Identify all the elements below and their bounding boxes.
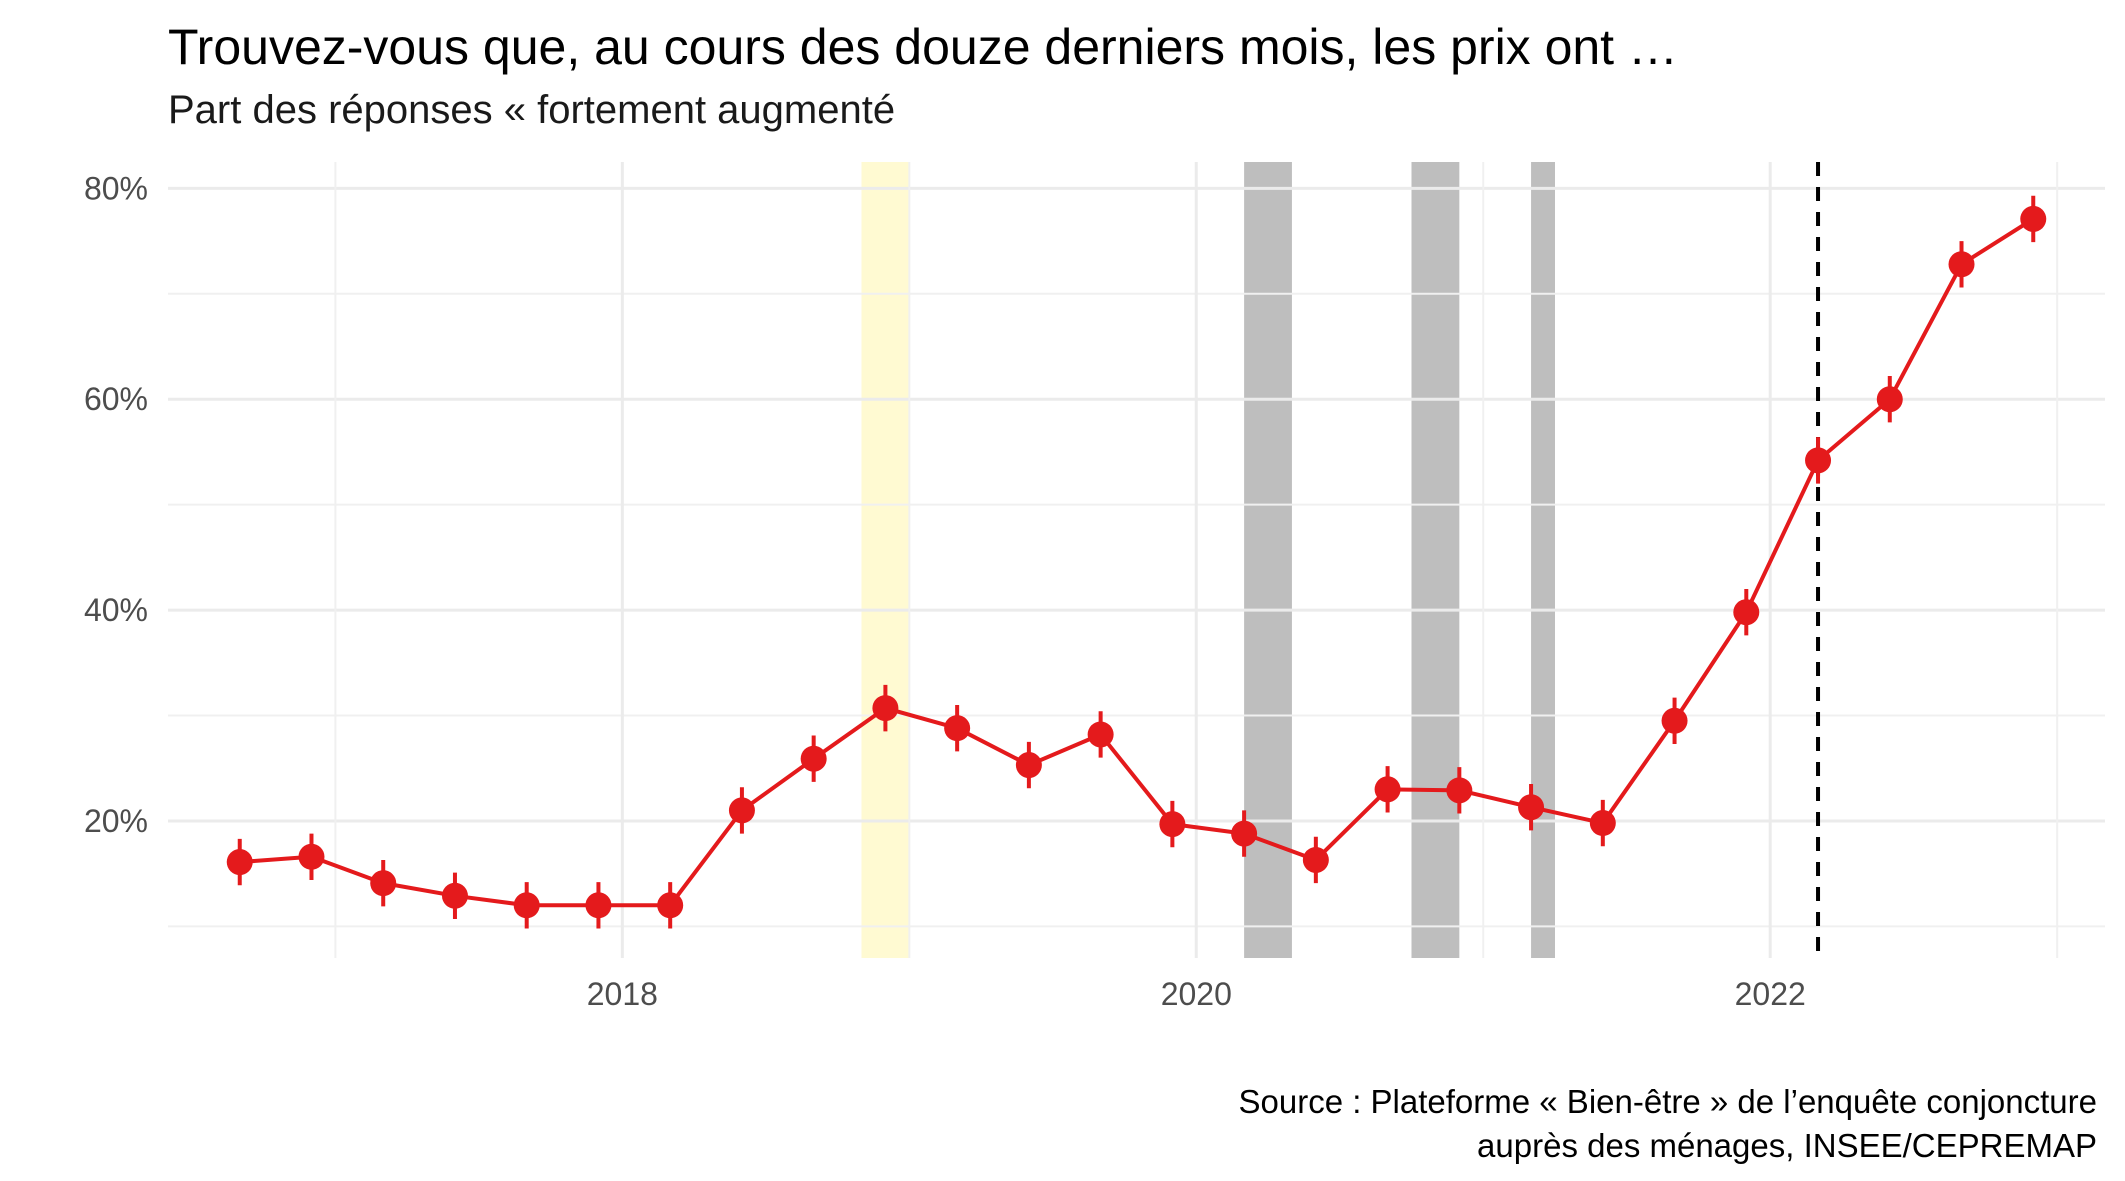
chart-subtitle: Part des réponses « fortement augmenté	[168, 88, 896, 132]
y-tick-label-3: 80%	[84, 170, 148, 206]
data-point-0	[226, 849, 253, 876]
data-point-8	[800, 745, 827, 772]
data-point-21	[1733, 599, 1760, 626]
source-line-1: Source : Plateforme « Bien-être » de l’e…	[1238, 1083, 2097, 1120]
data-point-24	[1948, 251, 1975, 278]
data-point-6	[657, 892, 684, 919]
data-point-23	[1876, 386, 1903, 413]
data-point-22	[1805, 447, 1832, 474]
data-point-19	[1589, 810, 1616, 837]
data-point-10	[944, 715, 971, 742]
data-point-25	[2020, 205, 2047, 232]
source-line-2: auprès des ménages, INSEE/CEPREMAP	[1477, 1127, 2097, 1164]
data-point-9	[872, 695, 899, 722]
data-point-14	[1231, 820, 1258, 847]
y-tick-label-2: 60%	[84, 381, 148, 417]
series-line-0	[239, 217, 2035, 908]
data-point-1	[298, 843, 325, 870]
shaded-period-3	[1531, 162, 1555, 958]
y-tick-label-1: 40%	[84, 592, 148, 628]
data-point-18	[1518, 794, 1545, 821]
axis-labels: 20% 40% 60% 80% 2018 2020 2022	[84, 170, 1806, 1012]
data-point-13	[1159, 811, 1186, 838]
data-point-20	[1661, 707, 1688, 734]
data-point-17	[1446, 777, 1473, 804]
x-tick-label-0: 2018	[587, 976, 658, 1012]
x-tick-label-2: 2022	[1735, 976, 1806, 1012]
shaded-period-2	[1411, 162, 1460, 958]
data-point-11	[1015, 752, 1042, 779]
data-point-3	[441, 882, 468, 909]
data-point-16	[1374, 776, 1401, 803]
series-layer	[226, 195, 2047, 929]
data-point-4	[513, 892, 540, 919]
grid-lines	[168, 162, 2105, 958]
y-tick-label-0: 20%	[84, 803, 148, 839]
data-point-5	[585, 892, 612, 919]
data-point-7	[728, 797, 755, 824]
source-note: Source : Plateforme « Bien-être » de l’e…	[1238, 1080, 2097, 1168]
data-point-12	[1087, 721, 1114, 748]
chart-title: Trouvez-vous que, au cours des douze der…	[168, 19, 1678, 75]
shaded-periods	[861, 162, 1555, 958]
x-tick-label-1: 2020	[1161, 976, 1232, 1012]
shaded-period-0	[861, 162, 910, 958]
data-point-2	[370, 870, 397, 897]
data-point-15	[1302, 846, 1329, 873]
